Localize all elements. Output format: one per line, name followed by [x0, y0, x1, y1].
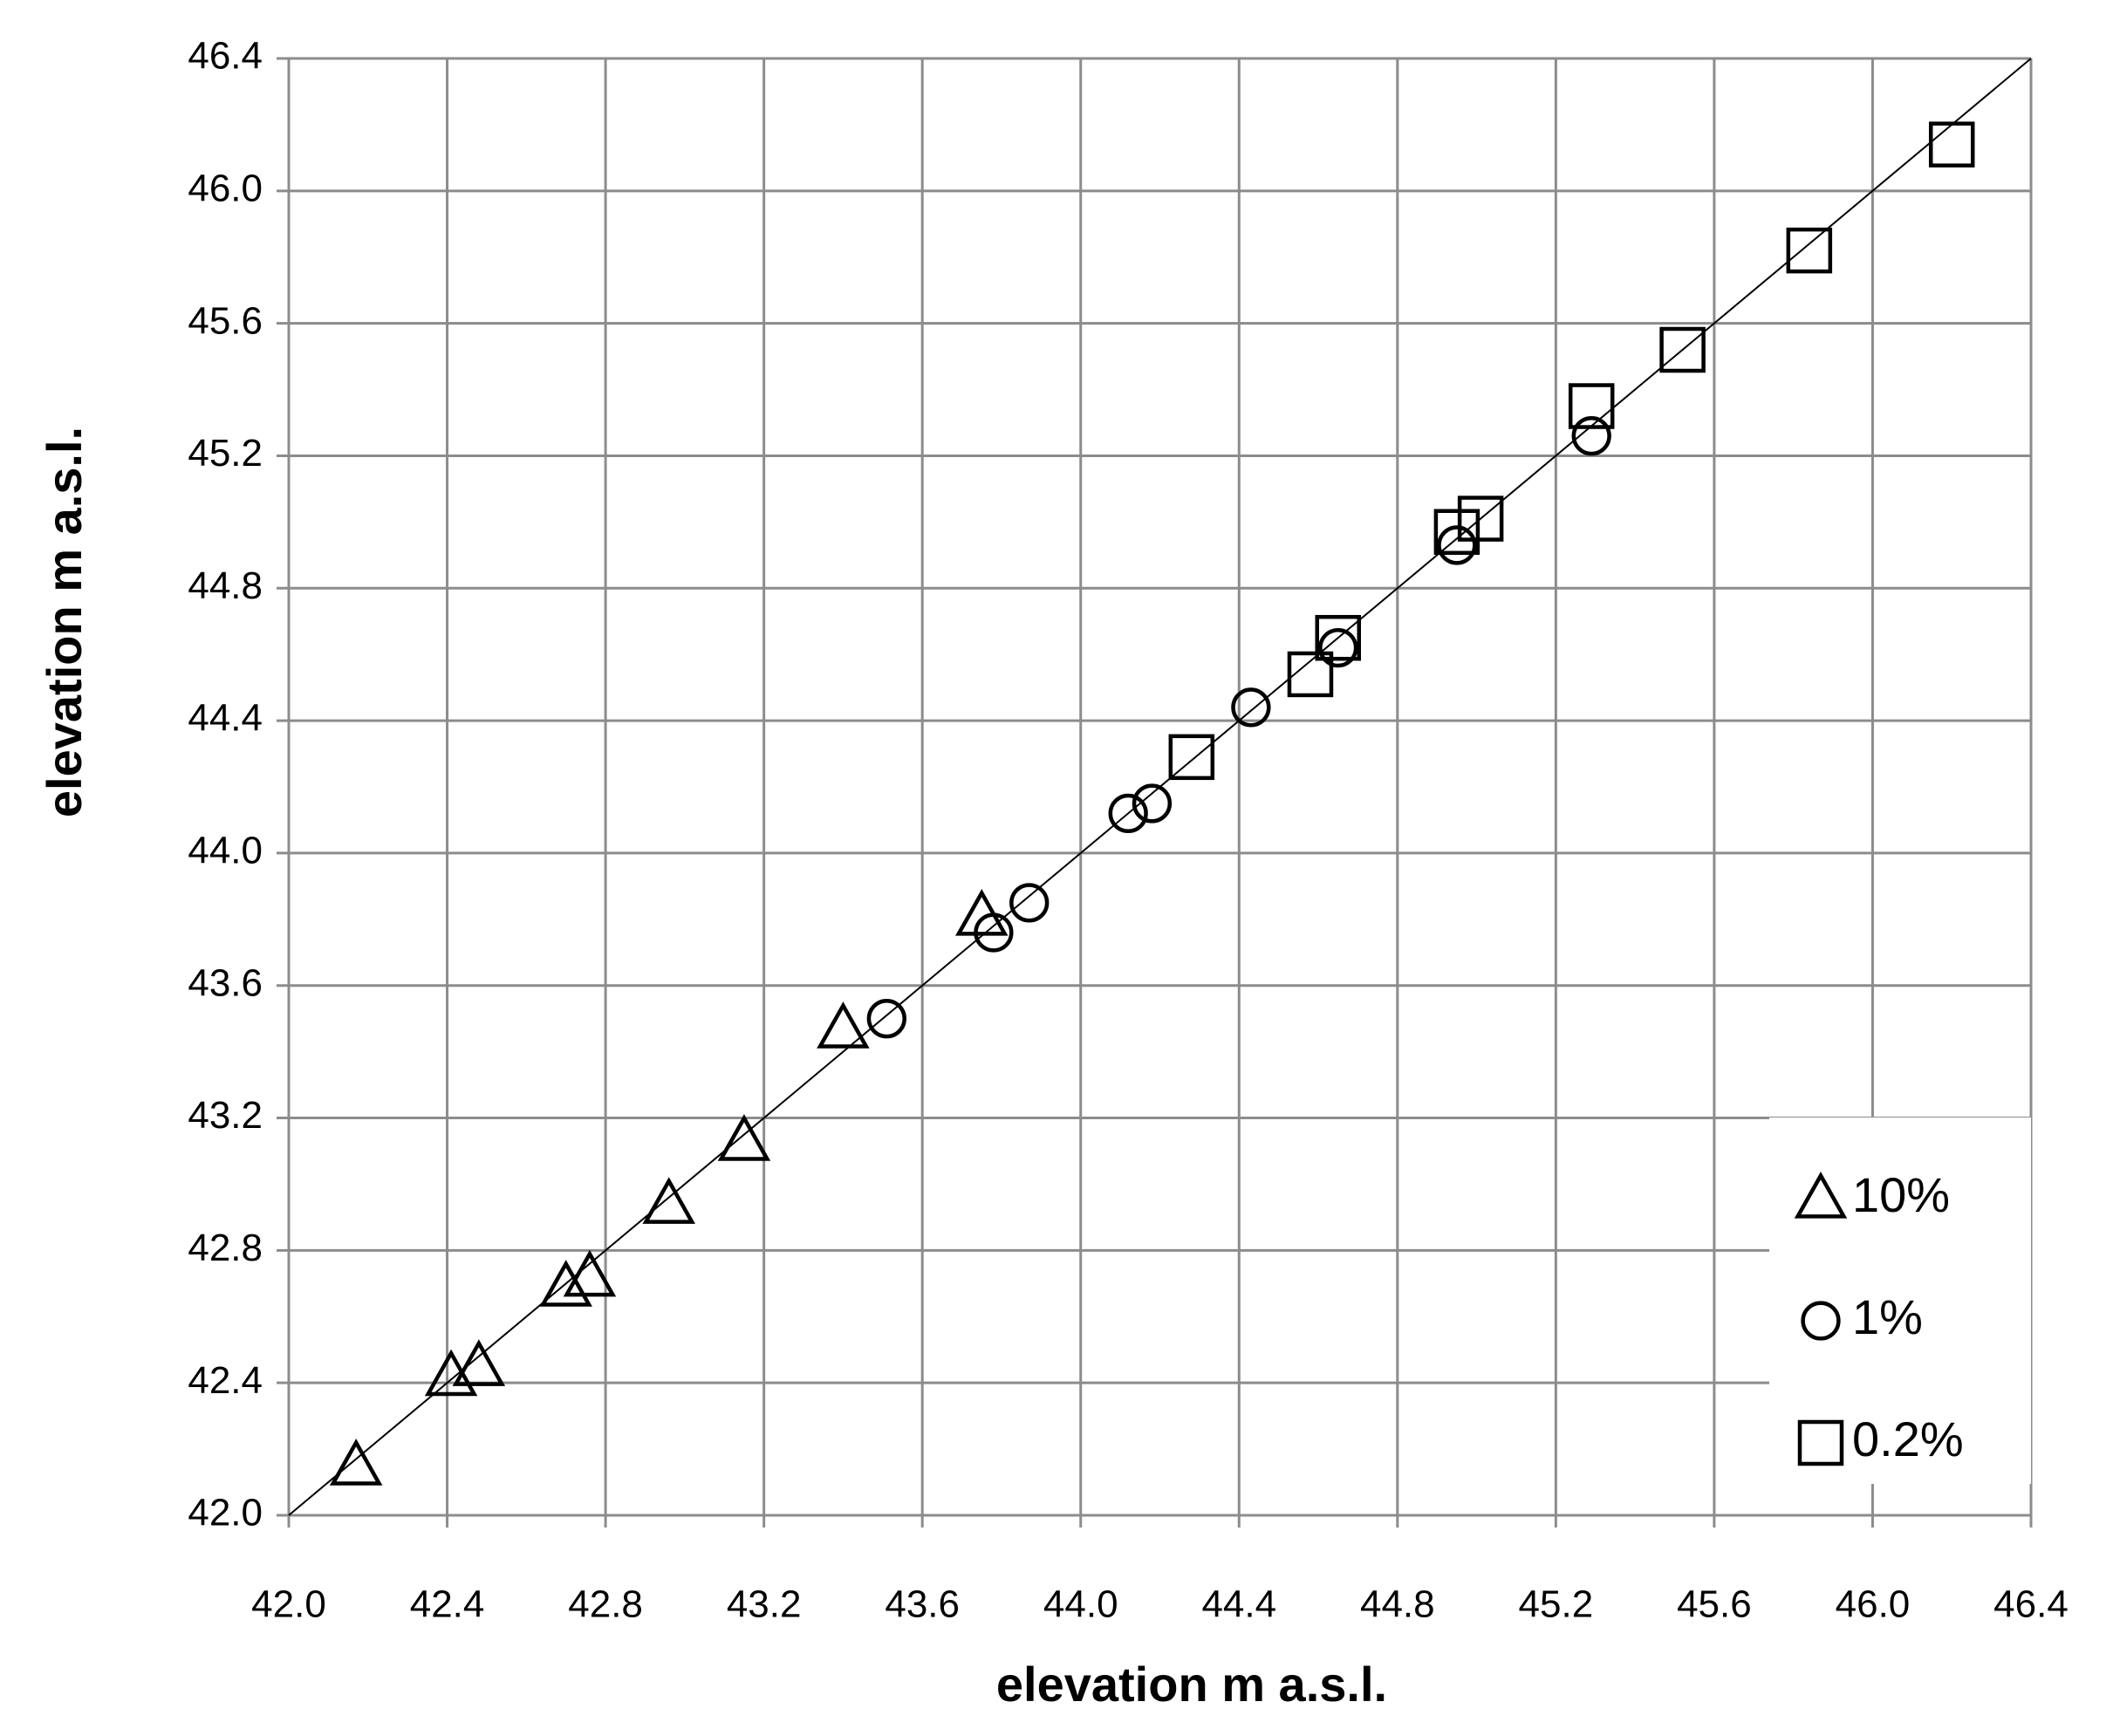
x-tick-label: 44.4: [1201, 1583, 1276, 1626]
y-tick-label: 44.4: [188, 697, 263, 740]
point: [1318, 627, 1358, 668]
x-tick-label: 46.4: [1993, 1583, 2069, 1626]
y-tick-label: 45.2: [188, 432, 263, 475]
y-tick-label: 45.6: [188, 299, 263, 342]
y-tick-label: 46.4: [188, 35, 263, 78]
x-tick-label: 42.0: [251, 1583, 326, 1626]
point: [539, 1260, 592, 1307]
point: [1457, 496, 1504, 542]
point: [1437, 525, 1477, 565]
legend-label: 0.2%: [1852, 1411, 1964, 1466]
legend-label: 10%: [1852, 1167, 1950, 1222]
point: [1108, 793, 1148, 834]
y-tick-label: 46.0: [188, 167, 263, 209]
point: [974, 912, 1014, 953]
point: [1571, 416, 1611, 456]
legend-marker: [1797, 1419, 1844, 1466]
x-tick-label: 43.2: [727, 1583, 802, 1626]
x-tick-label: 42.8: [568, 1583, 643, 1626]
point: [1786, 227, 1833, 274]
point: [1009, 883, 1050, 923]
point: [1568, 383, 1615, 429]
x-tick-label: 44.8: [1360, 1583, 1435, 1626]
y-tick-label: 44.8: [188, 564, 263, 607]
x-tick-label: 44.0: [1043, 1583, 1118, 1626]
point: [817, 1001, 870, 1049]
y-tick-label: 43.6: [188, 961, 263, 1004]
y-tick-label: 44.0: [188, 830, 263, 872]
y-tick-label: 42.8: [188, 1227, 263, 1269]
y-tick-label: 43.2: [188, 1094, 263, 1137]
x-tick-label: 45.2: [1519, 1583, 1594, 1626]
point: [1132, 783, 1173, 824]
x-tick-label: 42.4: [410, 1583, 485, 1626]
point: [1659, 326, 1706, 373]
point: [1168, 734, 1215, 781]
y-axis-title: elevation m a.s.l.: [37, 427, 92, 817]
legend-label: 1%: [1852, 1289, 1923, 1344]
point: [1231, 687, 1271, 728]
point: [452, 1339, 506, 1386]
x-tick-label: 45.6: [1677, 1583, 1752, 1626]
point: [1433, 509, 1480, 555]
point: [424, 1349, 478, 1397]
point: [717, 1114, 771, 1161]
point: [1315, 614, 1361, 661]
y-tick-label: 42.4: [188, 1359, 263, 1402]
point: [866, 999, 906, 1039]
legend-marker: [1794, 1172, 1848, 1219]
legend-marker: [1801, 1301, 1841, 1341]
point: [563, 1249, 617, 1297]
x-tick-label: 43.6: [885, 1583, 960, 1626]
point: [329, 1439, 383, 1486]
point: [1287, 651, 1334, 698]
point: [642, 1177, 695, 1224]
y-tick-label: 42.0: [188, 1492, 263, 1534]
x-tick-label: 46.0: [1836, 1583, 1911, 1626]
point: [1928, 121, 1975, 167]
x-axis-title: elevation m a.s.l.: [996, 1657, 1387, 1712]
